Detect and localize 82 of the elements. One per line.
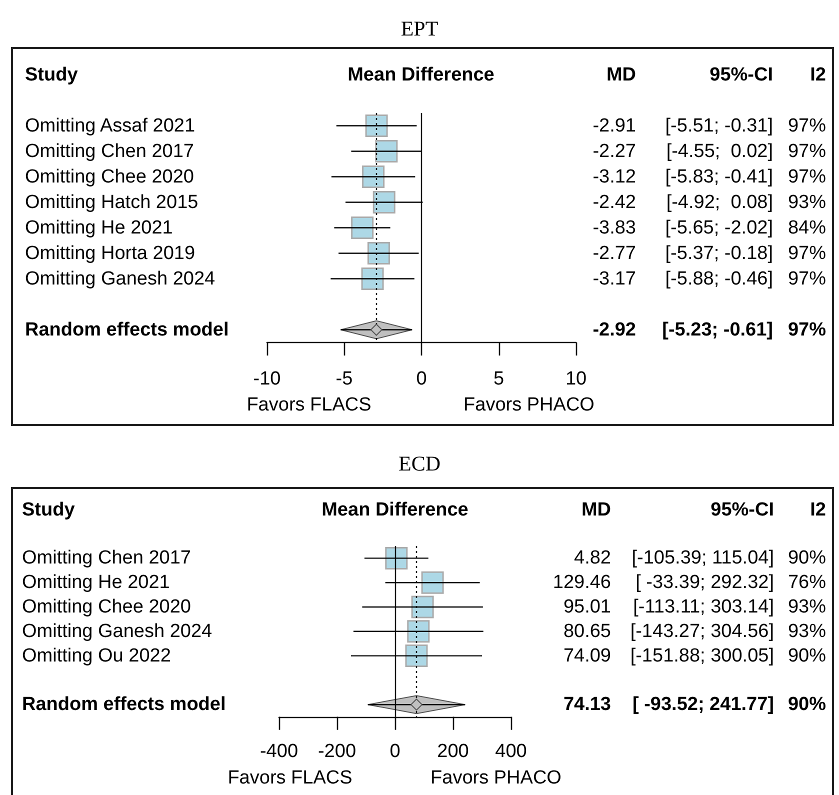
text: 97% [788,268,826,290]
text: Mean Difference [322,500,468,520]
text: 97% [788,319,826,340]
text: -2.92 [592,319,636,340]
data-label: 129.46 [552,572,611,594]
text: Study [25,64,78,86]
text: 97% [788,242,826,264]
text: 97% [788,166,826,188]
data-label: -2.42 [592,192,636,213]
text: [-5.88; -0.46] [665,268,773,290]
data-label: 74.09 [563,645,611,666]
text: [-143.27; 304.56] [630,620,774,642]
chart-title: EPT [400,16,438,40]
y-tick-label: Omitting Ganesh 2024 [25,268,216,290]
text: [-5.23; -0.61] [662,319,773,340]
text: [-105.39; 115.04] [632,548,774,569]
y-tick-label: Omitting Ganesh 2024 [22,620,213,642]
text: Favors PHACO [464,394,594,416]
text: [-5.51; -0.31] [665,115,773,136]
text: MD [606,64,636,86]
x-tick-label: 0 [390,740,400,762]
data-label: -2.77 [592,242,636,264]
data-label: -3.17 [592,268,636,290]
text: [-113.11; 303.14] [633,596,774,618]
text: Study [22,500,76,520]
x-tick-label: 200 [437,740,469,762]
text: [-5.83; -0.41] [665,166,773,188]
text: [ -93.52; 241.77] [632,694,774,716]
x-tick-label: -10 [253,368,281,390]
y-tick-label: Omitting He 2021 [25,217,173,238]
text: [-151.88; 300.05] [630,645,774,666]
text: MD [581,500,611,520]
text: 95%-CI [710,64,773,86]
data-label: -2.91 [592,115,636,136]
chart-title: ECD [398,452,440,476]
text: [-5.37; -0.18] [665,242,773,264]
text: 93% [788,620,826,642]
y-tick-label: Omitting Assaf 2021 [25,115,196,136]
y-tick-label: Omitting Chee 2020 [25,166,194,188]
text: 90% [788,645,826,666]
x-tick-label: -400 [260,740,298,762]
text: 97% [788,115,826,136]
x-tick-label: 5 [493,368,504,390]
y-tick-label: Omitting Hatch 2015 [25,192,198,213]
text: Mean Difference [348,64,494,86]
text: 90% [788,548,826,569]
text: 74.13 [563,694,611,716]
data-label: -2.27 [592,140,636,162]
x-tick-label: -5 [336,368,353,390]
text: Favors FLACS [246,394,372,416]
data-label: -3.83 [592,217,636,238]
text: [ -33.39; 292.32] [636,572,774,594]
text: 84% [788,217,826,238]
data-label: 80.65 [563,620,611,642]
data-label: 4.82 [574,548,611,569]
text: I2 [810,500,826,520]
text: 97% [788,140,826,162]
text: Favors FLACS [228,768,352,788]
text: 95%-CI [710,500,774,520]
y-tick-label: Omitting He 2021 [22,572,170,594]
data-label: 95.01 [563,596,611,618]
text: I2 [810,64,826,86]
y-tick-label: Random effects model [25,319,229,340]
data-label: -3.12 [592,166,636,188]
x-tick-label: 10 [565,368,587,390]
text: 90% [788,694,826,716]
y-tick-label: Omitting Chen 2017 [22,548,191,569]
text: [-4.55; 0.02] [666,140,773,162]
text: 93% [788,596,826,618]
text: 76% [788,572,826,594]
x-tick-label: -200 [318,740,356,762]
y-tick-label: Random effects model [22,694,226,716]
text: Favors PHACO [430,768,562,788]
x-tick-label: 400 [495,740,527,762]
text: 93% [788,192,826,213]
y-tick-label: Omitting Ou 2022 [22,645,171,666]
y-tick-label: Omitting Chen 2017 [25,140,194,162]
x-tick-label: 0 [416,368,427,390]
y-tick-label: Omitting Horta 2019 [25,242,196,264]
text: [-5.65; -2.02] [665,217,773,238]
y-tick-label: Omitting Chee 2020 [22,596,191,618]
text: [-4.92; 0.08] [666,192,773,213]
